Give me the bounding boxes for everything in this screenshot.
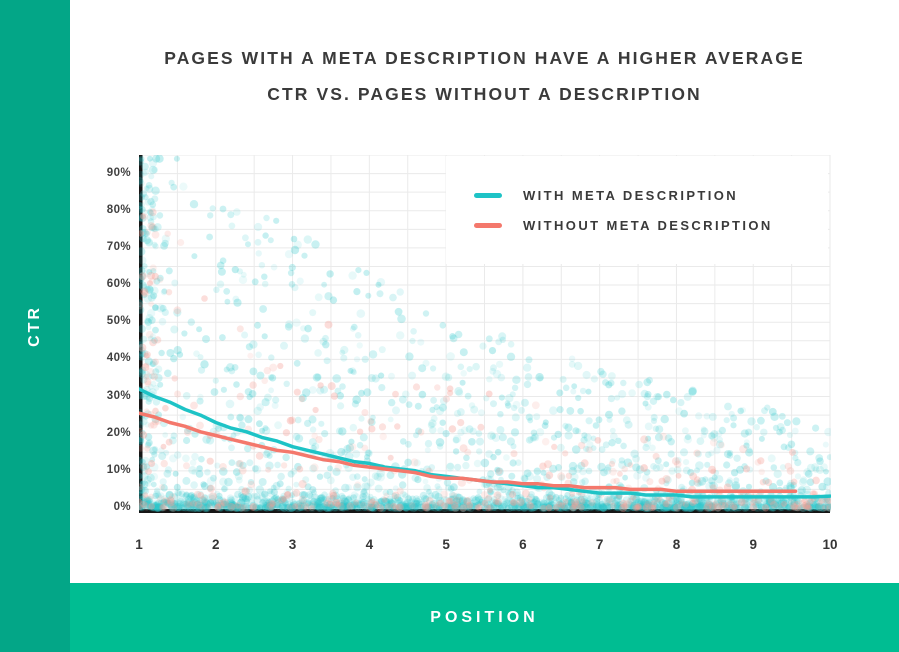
legend-label-without-meta: WITHOUT META DESCRIPTION bbox=[523, 217, 773, 233]
x-tick-label: 7 bbox=[595, 537, 604, 552]
x-tick-label: 2 bbox=[212, 537, 220, 552]
legend-label-with-meta: WITH META DESCRIPTION bbox=[523, 187, 739, 203]
chart-title: PAGES WITH A META DESCRIPTION HAVE A HIG… bbox=[70, 40, 899, 112]
legend-item-without-meta: WITHOUT META DESCRIPTION bbox=[474, 218, 828, 233]
x-tick-label: 8 bbox=[672, 537, 681, 552]
y-axis-title: CTR bbox=[26, 305, 43, 347]
x-tick-label: 9 bbox=[749, 537, 757, 552]
y-tick-label: 50% bbox=[106, 315, 131, 328]
legend-item-with-meta: WITH META DESCRIPTION bbox=[474, 188, 828, 203]
x-axis-title: POSITION bbox=[430, 608, 539, 626]
y-tick-label: 90% bbox=[106, 166, 131, 179]
y-tick-label: 80% bbox=[106, 203, 131, 216]
x-tick-label: 3 bbox=[288, 537, 297, 552]
y-tick-label: 70% bbox=[106, 240, 131, 253]
chart-title-line2: CTR VS. PAGES WITHOUT A DESCRIPTION bbox=[267, 84, 702, 104]
trend-line bbox=[139, 411, 798, 494]
x-tick-label: 5 bbox=[442, 537, 450, 552]
chart-title-line1: PAGES WITH A META DESCRIPTION HAVE A HIG… bbox=[164, 48, 805, 68]
y-tick-label: 10% bbox=[106, 463, 131, 476]
x-tick-label: 10 bbox=[822, 537, 838, 552]
y-tick-label: 20% bbox=[106, 426, 131, 439]
x-tick-label: 1 bbox=[135, 537, 143, 552]
legend-swatch-with-meta bbox=[474, 192, 502, 198]
y-axis-bar: CTR bbox=[0, 0, 70, 652]
x-tick-label: 6 bbox=[519, 537, 527, 552]
y-tick-label: 30% bbox=[106, 389, 131, 402]
y-tick-label: 0% bbox=[113, 501, 131, 513]
x-axis-line bbox=[139, 509, 830, 513]
legend: WITH META DESCRIPTION WITHOUT META DESCR… bbox=[446, 156, 828, 264]
x-tick-label: 4 bbox=[365, 537, 374, 552]
legend-swatch-without-meta bbox=[474, 222, 502, 228]
y-tick-label: 60% bbox=[106, 278, 131, 291]
y-axis-line bbox=[139, 155, 143, 513]
scatter-plot bbox=[139, 155, 831, 513]
y-tick-label: 40% bbox=[106, 352, 131, 365]
x-axis-bar: POSITION bbox=[70, 583, 899, 652]
